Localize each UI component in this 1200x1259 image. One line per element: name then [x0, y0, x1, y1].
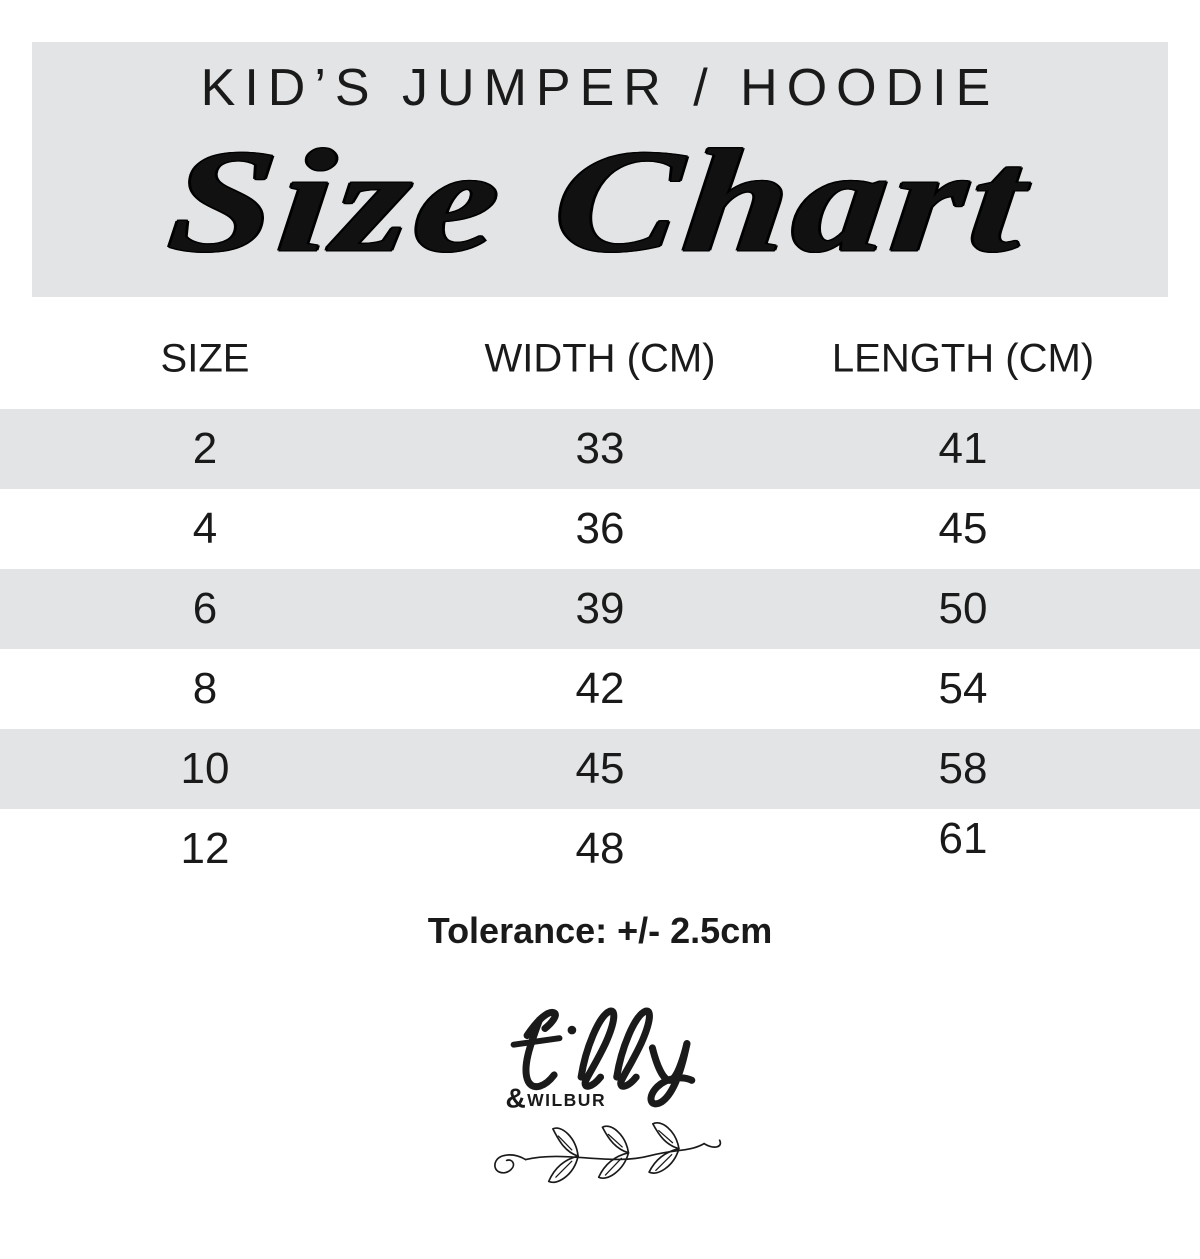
svg-text:&: & — [506, 1082, 526, 1113]
svg-text:WILBUR: WILBUR — [527, 1090, 606, 1110]
